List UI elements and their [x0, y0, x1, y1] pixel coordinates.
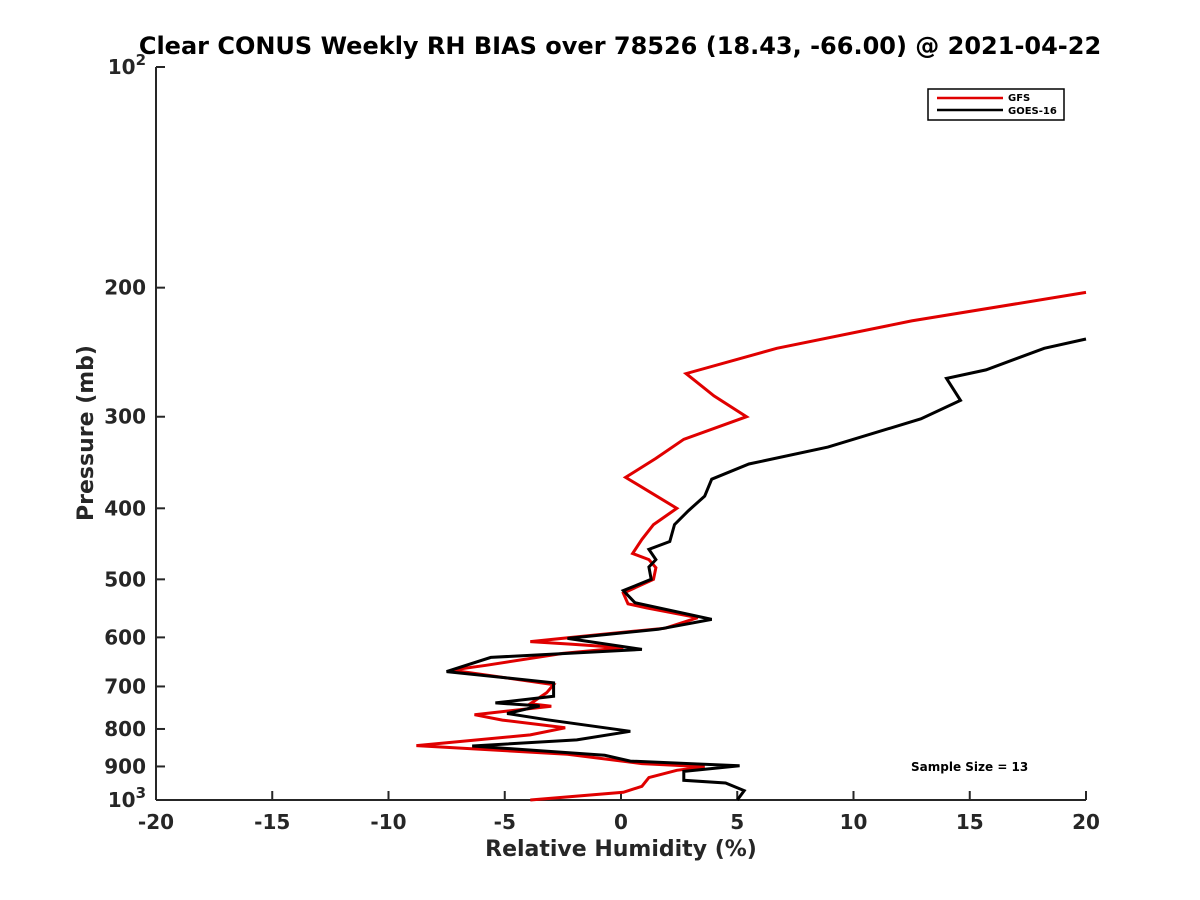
x-tick-label: 10 — [840, 810, 868, 834]
sample-size-annotation: Sample Size = 13 — [911, 760, 1028, 774]
x-tick-label: -15 — [254, 810, 290, 834]
y-tick-label: 900 — [104, 754, 146, 778]
chart-title: Clear CONUS Weekly RH BIAS over 78526 (1… — [139, 32, 1101, 60]
legend-box — [927, 88, 1065, 121]
y-tick-label-bottom-base: 10 — [108, 788, 136, 812]
legend-label-gfs: GFS — [1008, 93, 1030, 104]
y-tick-label: 600 — [104, 625, 146, 649]
y-tick-label-top: 102 — [108, 51, 146, 79]
y-tick-label: 300 — [104, 405, 146, 429]
x-tick-label: -5 — [494, 810, 516, 834]
y-tick-label: 800 — [104, 717, 146, 741]
x-ticks: -20 -15 -10 -5 0 5 10 15 20 — [138, 791, 1100, 834]
x-tick-label: 0 — [614, 810, 628, 834]
legend-label-goes16: GOES-16 — [1008, 106, 1057, 117]
x-axis-label: Relative Humidity (%) — [485, 837, 757, 862]
y-tick-label: 400 — [104, 496, 146, 520]
y-tick-label-top-base: 10 — [108, 55, 136, 79]
y-axis-label: Pressure (mb) — [74, 345, 99, 521]
x-tick-label: 20 — [1072, 810, 1100, 834]
series-line-goes16 — [446, 337, 1087, 801]
y-tick-label-bottom: 103 — [108, 784, 146, 812]
x-tick-label: -20 — [138, 810, 174, 834]
y-tick-label: 500 — [104, 567, 146, 591]
series-layer — [416, 290, 1087, 802]
y-tick-label: 200 — [104, 276, 146, 300]
y-tick-label-bottom-exponent: 3 — [136, 784, 146, 802]
x-tick-label: 5 — [730, 810, 744, 834]
series-line-gfs — [416, 290, 1087, 802]
y-tick-label: 700 — [104, 674, 146, 698]
x-tick-label: 15 — [956, 810, 984, 834]
x-tick-label: -10 — [370, 810, 406, 834]
legend: GFS GOES-16 — [927, 88, 1065, 121]
y-tick-label-top-exponent: 2 — [136, 51, 146, 69]
